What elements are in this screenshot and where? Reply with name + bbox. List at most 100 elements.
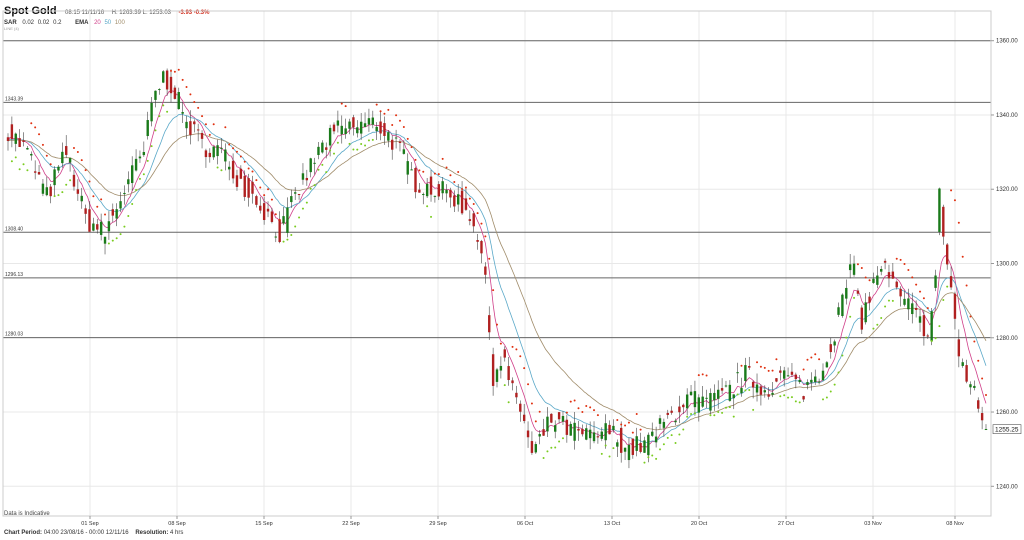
candle-body <box>949 276 953 288</box>
sar-dot <box>565 411 568 414</box>
sar-dot <box>666 436 669 439</box>
sar-dot <box>298 216 301 219</box>
sar-dot <box>472 203 475 206</box>
sar-dot <box>127 214 130 217</box>
sar-param-2: 0.02 <box>37 20 50 26</box>
sar-dot <box>515 348 518 351</box>
candle-body <box>872 278 875 283</box>
sar-dot <box>546 450 549 453</box>
sar-dot <box>235 150 238 153</box>
candle-body <box>154 90 157 100</box>
candle-body <box>10 124 14 139</box>
sar-dot <box>360 143 363 146</box>
candle-body <box>317 146 320 156</box>
sar-dot <box>965 284 968 287</box>
candle-body <box>189 121 192 135</box>
candle-body <box>794 374 798 380</box>
sar-dot <box>903 263 906 266</box>
sar-dot <box>919 290 922 293</box>
sar-dot <box>402 126 405 129</box>
candle-body <box>848 264 852 271</box>
candle-body <box>107 221 111 232</box>
sar-dot <box>177 68 180 71</box>
candle-body <box>969 384 972 388</box>
grid-layer <box>3 11 991 516</box>
candle-body <box>88 209 91 232</box>
candle-body <box>185 121 188 129</box>
candle-body <box>398 141 402 143</box>
candle-body <box>519 403 522 412</box>
candle-body <box>914 307 918 310</box>
candle-body <box>239 168 243 179</box>
sar-dot <box>352 148 355 151</box>
sar-dot <box>647 456 650 459</box>
candle-body <box>499 365 503 371</box>
candle-body <box>293 192 297 194</box>
candle-body <box>724 385 728 387</box>
sar-dot <box>61 191 64 194</box>
candle-body <box>134 158 138 171</box>
candle-body <box>484 266 487 275</box>
candle-body <box>130 165 134 184</box>
sar-dot <box>383 112 386 115</box>
candle-body <box>278 219 281 243</box>
candle-body <box>977 400 980 409</box>
candle-body <box>309 158 312 173</box>
candle-body <box>542 429 545 436</box>
sar-dot <box>697 374 700 377</box>
sar-dot <box>876 323 879 326</box>
sar-dot <box>391 123 394 126</box>
sar-dot <box>216 166 219 169</box>
sar-dot <box>849 315 852 318</box>
sar-dot <box>348 142 351 145</box>
candle-body <box>899 288 902 297</box>
sar-dot <box>787 396 790 399</box>
candle-body <box>449 189 452 198</box>
candle-body <box>96 224 99 230</box>
candle-body <box>755 384 759 393</box>
sar-dot <box>301 207 304 210</box>
sar-dot <box>759 365 762 368</box>
sar-dot <box>538 410 541 413</box>
sar-dot <box>305 201 308 204</box>
sar-dot <box>158 115 161 118</box>
candle-body <box>845 287 848 299</box>
candle-body <box>441 181 444 194</box>
sar-dot <box>150 145 153 148</box>
candle-body <box>196 129 200 131</box>
sar-dot <box>841 354 844 357</box>
candle-body <box>255 196 258 205</box>
sar-dot <box>111 239 114 242</box>
candle-body <box>297 193 301 195</box>
sar-dot <box>690 412 693 415</box>
chart-header: Spot Gold 08:15 11/11/16 H: 1263.39 L: 1… <box>4 1 704 31</box>
candle-body <box>891 271 895 279</box>
candles-layer <box>6 68 988 469</box>
candle-body <box>918 316 922 323</box>
sar-dot <box>364 144 367 147</box>
candle-body <box>142 151 146 156</box>
sar-dot <box>569 400 572 403</box>
sar-dot <box>926 307 929 310</box>
candle-body <box>658 418 662 424</box>
sar-dot <box>790 396 793 399</box>
candle-body <box>193 121 196 125</box>
candle-body <box>934 275 937 288</box>
sar-dot <box>251 170 254 173</box>
candle-body <box>383 123 386 136</box>
candle-body <box>751 381 755 388</box>
x-tick-label: 08 Nov <box>946 521 964 527</box>
candle-body <box>748 365 751 368</box>
candle-body <box>325 147 328 150</box>
candle-body <box>953 293 957 319</box>
y-tick-label: 1360.00 <box>996 39 1018 45</box>
sar-dot <box>379 110 382 113</box>
candle-body <box>627 444 631 461</box>
candle-body <box>216 145 219 157</box>
sar-dot <box>104 213 107 216</box>
sar-dot <box>286 238 289 241</box>
sar-dot <box>193 100 196 103</box>
sar-dot <box>612 447 615 450</box>
candle-body <box>515 392 518 398</box>
